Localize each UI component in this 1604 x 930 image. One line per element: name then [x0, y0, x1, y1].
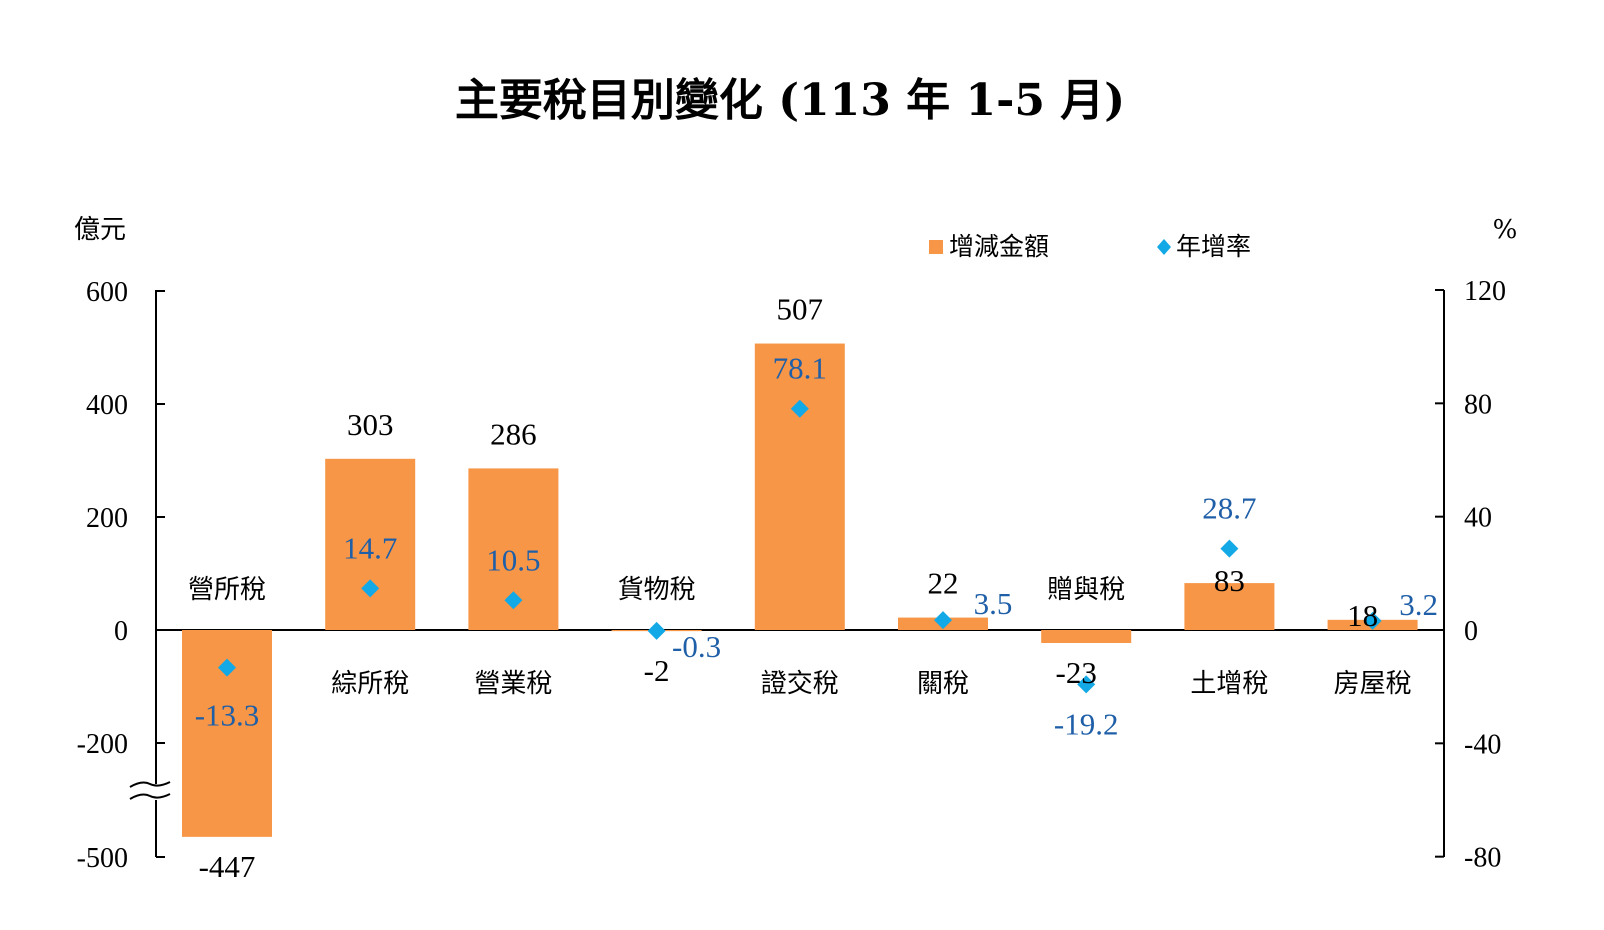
amount-label: -2 [644, 653, 670, 688]
category-label: 房屋稅 [1334, 669, 1412, 699]
axis-break-mark [129, 781, 171, 788]
left-tick-label: 0 [114, 616, 128, 647]
legend-bar-swatch [929, 240, 943, 254]
rate-marker-8 [1363, 611, 1382, 630]
category-label: 營業稅 [474, 669, 552, 699]
bar-7 [1184, 583, 1275, 630]
category-label: 贈與稅 [1047, 575, 1125, 605]
bar-6 [1041, 630, 1132, 643]
category-label: 貨物稅 [618, 575, 696, 605]
rate-marker-7 [1220, 539, 1239, 558]
category-label: 營所稅 [188, 575, 266, 605]
rate-marker-3 [647, 621, 666, 640]
amount-label: 18 [1347, 598, 1378, 633]
legend-diamond-icon [1157, 239, 1171, 255]
axis-break-mark [129, 793, 171, 800]
right-tick-label: -80 [1464, 843, 1501, 874]
amount-label: 22 [928, 566, 959, 601]
left-tick-label: 200 [86, 503, 128, 534]
amount-label: 286 [490, 416, 537, 451]
rate-marker-0 [218, 658, 236, 677]
rate-marker-5 [934, 611, 952, 630]
amount-label: 83 [1214, 563, 1245, 598]
left-tick-label: -200 [77, 729, 128, 760]
rate-marker-4 [790, 399, 809, 418]
amount-label: 303 [347, 407, 394, 442]
right-tick-label: 40 [1464, 503, 1492, 534]
category-label: 證交稅 [761, 669, 839, 699]
left-axis-unit: 億元 [74, 215, 126, 245]
rate-label: -19.2 [1054, 706, 1119, 741]
legend-label-rate: 年增率 [1176, 232, 1251, 261]
bar-1 [325, 458, 416, 630]
right-tick-label: -40 [1464, 729, 1501, 760]
category-label: 土增稅 [1190, 669, 1268, 699]
rate-markers [218, 399, 1382, 694]
rate-label: -0.3 [672, 629, 721, 664]
legend: 增減金額 年增率 [929, 232, 1251, 261]
chart-title: 主要稅目別變化 (113 年 1-5 月) [455, 75, 1125, 126]
rate-label: 3.2 [1399, 587, 1438, 622]
rate-label: 3.5 [974, 586, 1013, 621]
rate-label: 78.1 [773, 351, 827, 386]
right-tick-label: 80 [1464, 389, 1492, 420]
amount-label: 507 [777, 292, 824, 327]
rate-label: 28.7 [1202, 491, 1256, 526]
amount-label: -447 [199, 849, 256, 884]
category-label: 關稅 [917, 669, 969, 699]
rate-label: -13.3 [195, 698, 260, 733]
legend-label-amount: 增減金額 [949, 232, 1049, 261]
rate-label: 10.5 [486, 542, 540, 577]
rate-marker-6 [1077, 675, 1096, 694]
right-tick-label: 0 [1464, 616, 1478, 647]
rate-marker-2 [504, 591, 523, 610]
left-tick-label: 600 [86, 277, 128, 308]
rate-marker-1 [361, 579, 380, 598]
rate-label: 14.7 [343, 530, 397, 565]
left-tick-label: -500 [77, 843, 128, 874]
category-label: 綜所稅 [331, 669, 409, 699]
left-tick-label: 400 [86, 390, 128, 421]
right-tick-label: 120 [1464, 276, 1506, 307]
amount-label: -23 [1056, 655, 1097, 690]
right-axis-unit: % [1493, 215, 1518, 245]
bar-4 [754, 343, 845, 630]
data-labels: 營所稅 -447 -13.3 綜所稅 303 14.7 營業稅 286 10.5 貨物稅 -2-0.… [188, 292, 1438, 884]
